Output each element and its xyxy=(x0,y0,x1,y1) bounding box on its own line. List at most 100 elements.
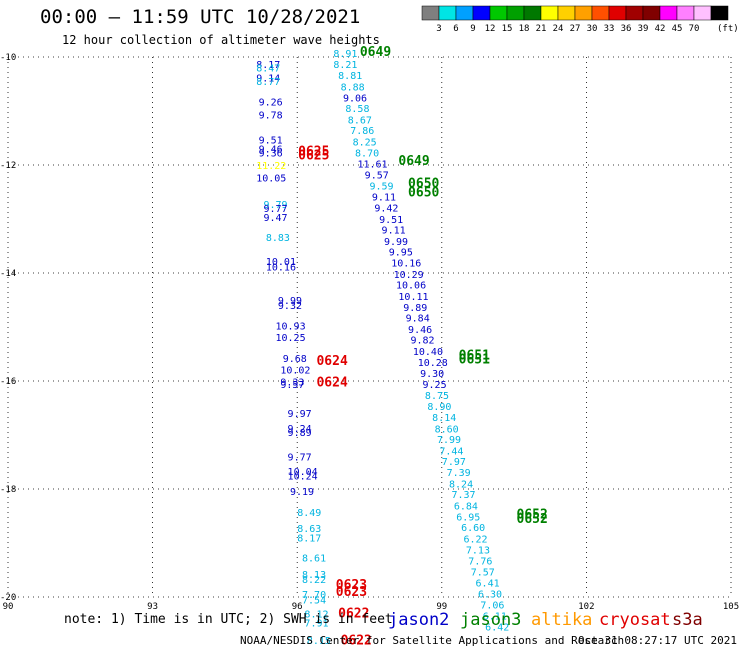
swh-label: 7.97 xyxy=(442,457,466,468)
swh-label: 8.17 xyxy=(297,533,321,544)
swh-label: 10.28 xyxy=(418,358,448,369)
time-label: 0650 xyxy=(408,177,439,192)
swh-label: 6.11 xyxy=(483,612,507,623)
swh-label: 8.81 xyxy=(338,71,362,82)
swh-label: 9.57 xyxy=(365,171,389,182)
swh-label: 7.44 xyxy=(439,446,463,457)
swh-label: 9.99 xyxy=(384,237,408,248)
swh-label: 8.17 xyxy=(256,60,280,71)
swh-label: 10.16 xyxy=(266,262,296,273)
swh-label: 8.70 xyxy=(355,148,379,159)
swh-label: 8.88 xyxy=(341,82,365,93)
x-tick-label: 99 xyxy=(436,602,447,612)
swh-label: 7.13 xyxy=(466,545,490,556)
time-label: 0652 xyxy=(517,512,548,527)
swh-label: 9.89 xyxy=(288,428,312,439)
swh-label: 8.13 xyxy=(302,570,326,581)
colorbar-swatch xyxy=(591,5,610,21)
swh-label: 8.25 xyxy=(353,138,377,149)
time-label: 0622 xyxy=(338,607,369,622)
y-tick-label: -18 xyxy=(0,485,16,495)
swh-label: 10.02 xyxy=(280,365,310,376)
swh-label: 9.84 xyxy=(406,314,430,325)
swh-label: 8.49 xyxy=(297,508,321,519)
swh-label: 8.63 xyxy=(297,524,321,535)
swh-label: 9.99 xyxy=(278,296,302,307)
swh-label: 7.76 xyxy=(468,557,492,568)
colorbar-swatch xyxy=(642,5,661,21)
swh-label: 9.36 xyxy=(259,148,283,159)
colorbar-label: 24 xyxy=(553,24,564,34)
colorbar-swatch xyxy=(455,5,474,21)
colorbar-swatch xyxy=(438,5,457,21)
y-tick-label: -10 xyxy=(0,53,16,63)
swh-label: 9.24 xyxy=(288,424,312,435)
colorbar-label: 33 xyxy=(604,24,615,34)
swh-label: 10.05 xyxy=(256,174,286,185)
satellite-legend-s3a: s3a xyxy=(672,610,703,630)
swh-label: 9.11 xyxy=(372,193,396,204)
swh-label: 10.29 xyxy=(394,270,424,281)
colorbar-label: 39 xyxy=(638,24,649,34)
swh-label: 9.33 xyxy=(280,377,304,388)
swh-label: 8.77 xyxy=(256,77,280,88)
time-label: 0651 xyxy=(459,348,490,363)
colorbar-swatch xyxy=(693,5,712,21)
swh-label: 8.60 xyxy=(435,424,459,435)
colorbar-label: 21 xyxy=(536,24,547,34)
swh-label: 7.06 xyxy=(480,600,504,611)
time-label: 0649 xyxy=(360,45,391,60)
swh-label: 7.37 xyxy=(451,490,475,501)
time-label: 0625 xyxy=(298,149,329,164)
time-label: 0624 xyxy=(316,375,347,390)
colorbar-swatch xyxy=(659,5,678,21)
swh-label: 9.11 xyxy=(382,226,406,237)
time-label: 0652 xyxy=(517,508,548,523)
swh-label: 8.91 xyxy=(333,49,357,60)
time-label: 0650 xyxy=(408,185,439,200)
axis-tick-labels: 90 93 96 99 102 105 -10 -12 -14 -16 -18 -20 xyxy=(0,53,739,612)
y-tick-label: -16 xyxy=(0,377,16,387)
swh-label: 8.15 xyxy=(307,636,331,647)
swh-label: 8.67 xyxy=(348,115,372,126)
swh-label: 9.46 xyxy=(408,325,432,336)
swh-label: 7.57 xyxy=(471,567,495,578)
swh-label: 8.12 xyxy=(304,610,328,621)
y-tick-label: -14 xyxy=(0,269,16,279)
colorbar-legend: 3 6 9 12 15 18 21 24 27 30 33 36 39 42 45 70 (ft) xyxy=(421,5,739,34)
swh-label: 8.90 xyxy=(427,402,451,413)
swh-label: 11.22 xyxy=(256,161,286,172)
swh-label: 8.47 xyxy=(256,64,280,75)
swh-label: 6.41 xyxy=(476,579,500,590)
colorbar-label: 36 xyxy=(621,24,632,34)
time-label: 0651 xyxy=(459,353,490,368)
credit-line: NOAA/NESDIS Center for Satellite Applica… xyxy=(240,634,625,647)
swh-label: 9.57 xyxy=(280,380,304,391)
swh-label: 6.30 xyxy=(478,590,502,601)
swh-label: 9.47 xyxy=(263,213,287,224)
swh-label: 9.51 xyxy=(379,215,403,226)
swh-label: 8.24 xyxy=(449,479,473,490)
colorbar-label: 12 xyxy=(485,24,496,34)
colorbar-label: 9 xyxy=(470,24,475,34)
swh-label: 9.59 xyxy=(370,181,394,192)
swh-label: 9.77 xyxy=(288,452,312,463)
x-tick-label: 90 xyxy=(3,602,14,612)
swh-label: 9.32 xyxy=(278,301,302,312)
footnote: note: 1) Time is in UTC; 2) SWH is in fe… xyxy=(64,612,393,627)
satellite-legend-jason2: jason2 xyxy=(388,610,450,630)
swh-label: 6.95 xyxy=(456,512,480,523)
y-tick-label: -12 xyxy=(0,161,16,171)
swh-label: 6.22 xyxy=(463,534,487,545)
swh-label: 10.24 xyxy=(288,471,318,482)
swh-label: 9.51 xyxy=(259,135,283,146)
generated-timestamp: Oct 31 08:27:17 UTC 2021 xyxy=(578,634,737,647)
swh-label: 8.75 xyxy=(425,391,449,402)
colorbar-label: 18 xyxy=(519,24,530,34)
swh-label: 8.83 xyxy=(266,233,290,244)
time-label: 0623 xyxy=(336,585,367,600)
swh-label: 10.01 xyxy=(266,257,296,268)
time-label: 0622 xyxy=(341,634,372,649)
swh-label: 9.77 xyxy=(263,204,287,215)
